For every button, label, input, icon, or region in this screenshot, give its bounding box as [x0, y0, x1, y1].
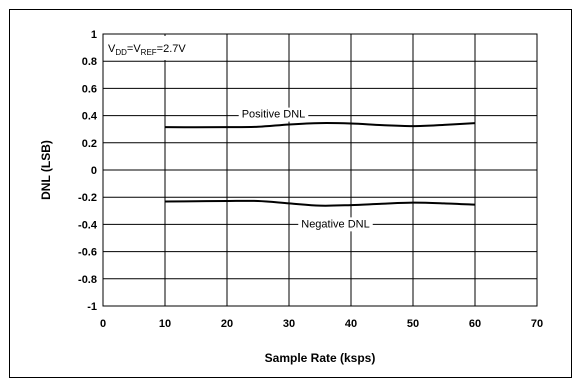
x-tick-label: 20 [221, 318, 233, 330]
x-tick-label: 40 [345, 318, 357, 330]
series-labels: Positive DNL Negative DNL [238, 107, 373, 232]
label-negative-dnl: Negative DNL [301, 218, 369, 230]
y-tick-label: -0.4 [78, 219, 98, 231]
condition-v: V [108, 43, 116, 55]
condition-box: VDD=VREF=2.7V [104, 36, 212, 60]
x-axis-label: Sample Rate (ksps) [265, 351, 376, 365]
condition-eq1: =V [127, 43, 141, 55]
condition-sub-dd: DD [115, 48, 127, 57]
y-tick-label: -0.8 [78, 274, 97, 286]
y-axis-label: DNL (LSB) [39, 140, 53, 200]
y-tick-label: -0.2 [78, 192, 97, 204]
series-line-negative-dnl [164, 199, 476, 207]
tick-labels: 10.80.60.40.20-0.2-0.4-0.6-0.8-10 10 20 30 4… [78, 29, 543, 330]
series-line-positive-dnl [164, 122, 476, 129]
label-positive-dnl-bg [238, 107, 309, 122]
y-tick-label: 0.4 [82, 111, 98, 123]
condition-sub-ref: REF [141, 48, 157, 57]
y-tick-label: 0.2 [82, 138, 97, 150]
y-tick-label: 0.6 [82, 83, 97, 95]
label-positive-dnl: Positive DNL [242, 109, 306, 121]
x-tick-label: 0 [100, 318, 106, 330]
condition-label: VDD=VREF=2.7V [108, 43, 186, 57]
y-tick-label: 0 [91, 165, 97, 177]
y-tick-label: -0.6 [78, 247, 97, 259]
y-tick-label: 0.8 [82, 56, 97, 68]
x-tick-label: 10 [159, 318, 171, 330]
condition-box-bg [104, 36, 212, 60]
x-tick-label: 30 [283, 318, 295, 330]
y-tick-label: 1 [91, 29, 97, 41]
grid [103, 34, 537, 306]
x-tick-label: 50 [407, 318, 419, 330]
series-lines [164, 122, 476, 207]
condition-eq2: =2.7V [157, 43, 187, 55]
label-negative-dnl-bg [298, 217, 373, 232]
x-tick-label: 60 [469, 318, 481, 330]
x-tick-label: 70 [531, 318, 543, 330]
y-tick-label: -1 [87, 301, 97, 313]
